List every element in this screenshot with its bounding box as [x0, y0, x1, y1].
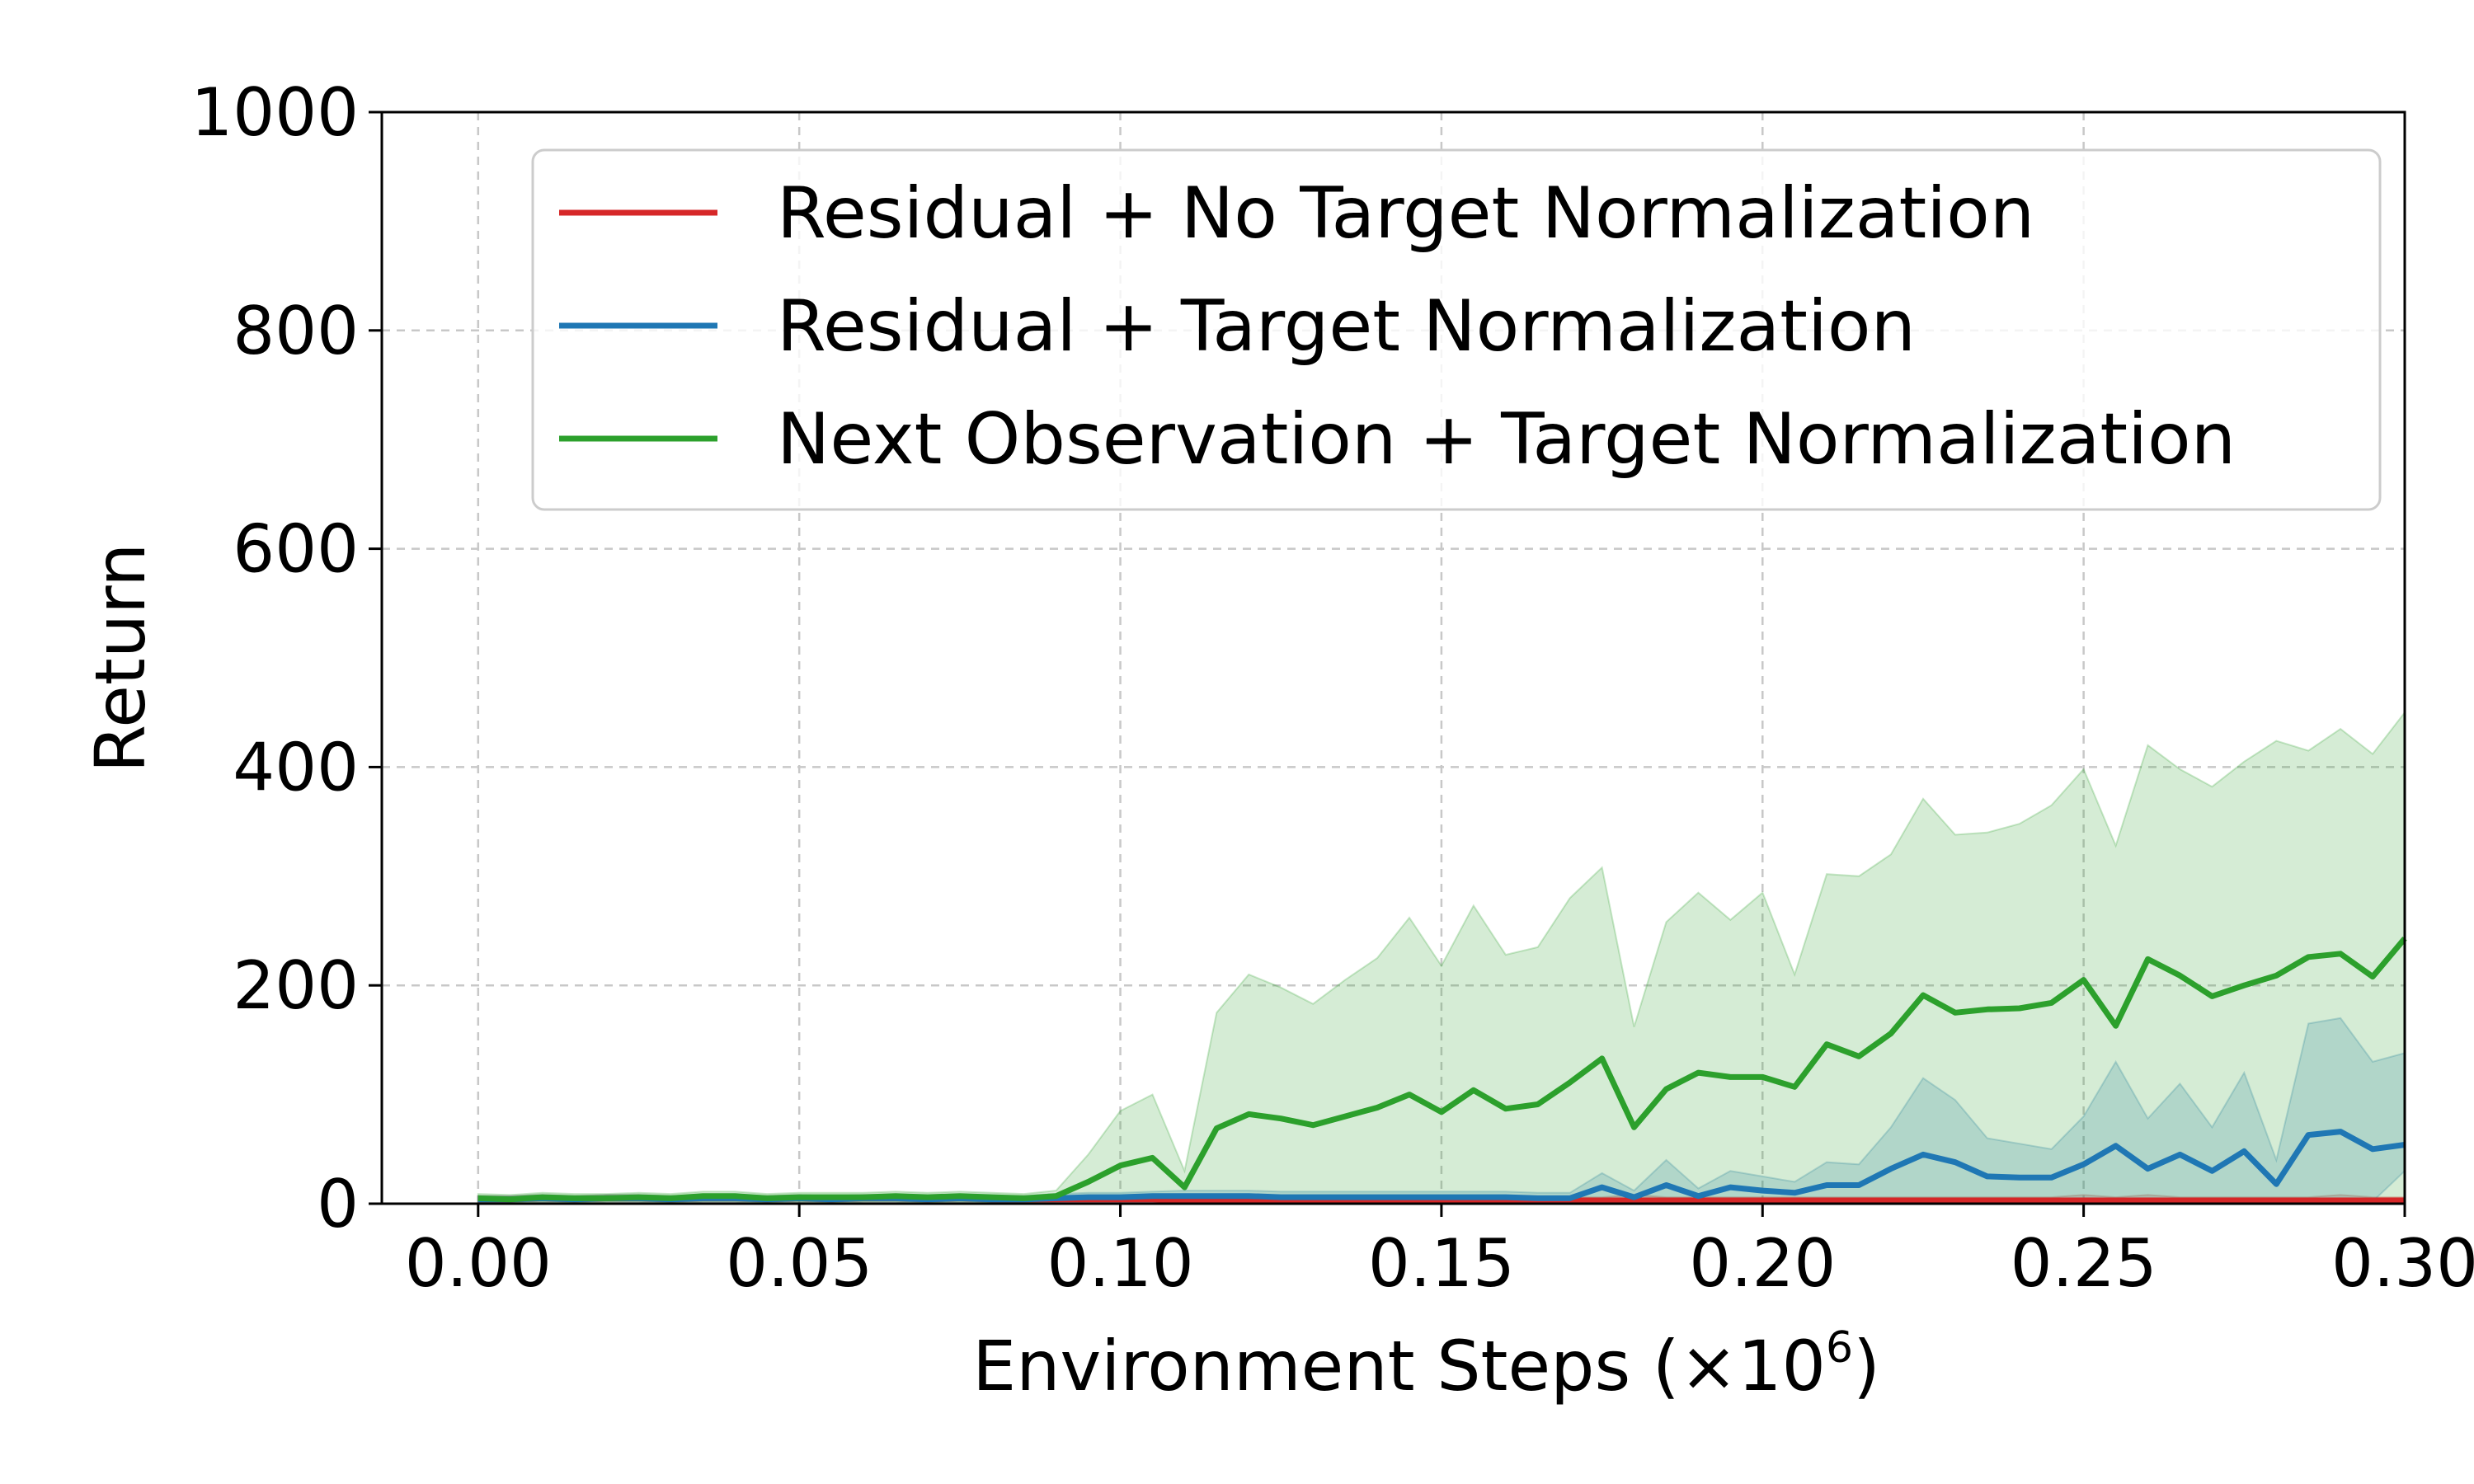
x-axis-label-superscript: 6 — [1826, 1323, 1853, 1373]
x-tick-label: 0.30 — [2331, 1225, 2474, 1302]
x-axis-label-close: ) — [1853, 1326, 1880, 1407]
y-axis-label: Return — [80, 543, 161, 773]
legend-label: Residual + Target Normalization — [777, 285, 1916, 368]
legend-box — [531, 148, 2382, 511]
y-tick-label: 1000 — [190, 74, 359, 151]
series-lines — [477, 937, 2407, 1204]
x-tick-label: 0.25 — [2011, 1225, 2157, 1302]
x-axis-label: Environment Steps (×106) — [972, 1323, 1880, 1407]
x-tick-label: 0.00 — [405, 1225, 552, 1302]
x-tick-label: 0.10 — [1047, 1225, 1193, 1302]
y-tick-label: 800 — [233, 293, 359, 369]
x-tick-label: 0.20 — [1689, 1225, 1836, 1302]
x-tick-label: 0.15 — [1368, 1225, 1515, 1302]
legend-label: Next Observation + Target Normalization — [777, 398, 2236, 481]
x-axis-label-main: Environment Steps (×10 — [972, 1326, 1826, 1407]
y-tick-label: 400 — [233, 729, 359, 805]
y-tick-label: 0 — [317, 1166, 359, 1242]
plot-frame — [380, 110, 2406, 1205]
legend: Residual + No Target Normalization Residu… — [531, 148, 2382, 511]
axis-ticks: 0.00 0.05 0.10 0.15 0.20 0.25 0.30 0 200 400 600 80… — [190, 74, 2474, 1302]
series-line — [477, 937, 2407, 1203]
y-tick-label: 600 — [233, 511, 359, 588]
legend-label: Residual + No Target Normalization — [777, 172, 2034, 255]
x-tick-label: 0.05 — [726, 1225, 872, 1302]
y-tick-label: 200 — [233, 947, 359, 1024]
